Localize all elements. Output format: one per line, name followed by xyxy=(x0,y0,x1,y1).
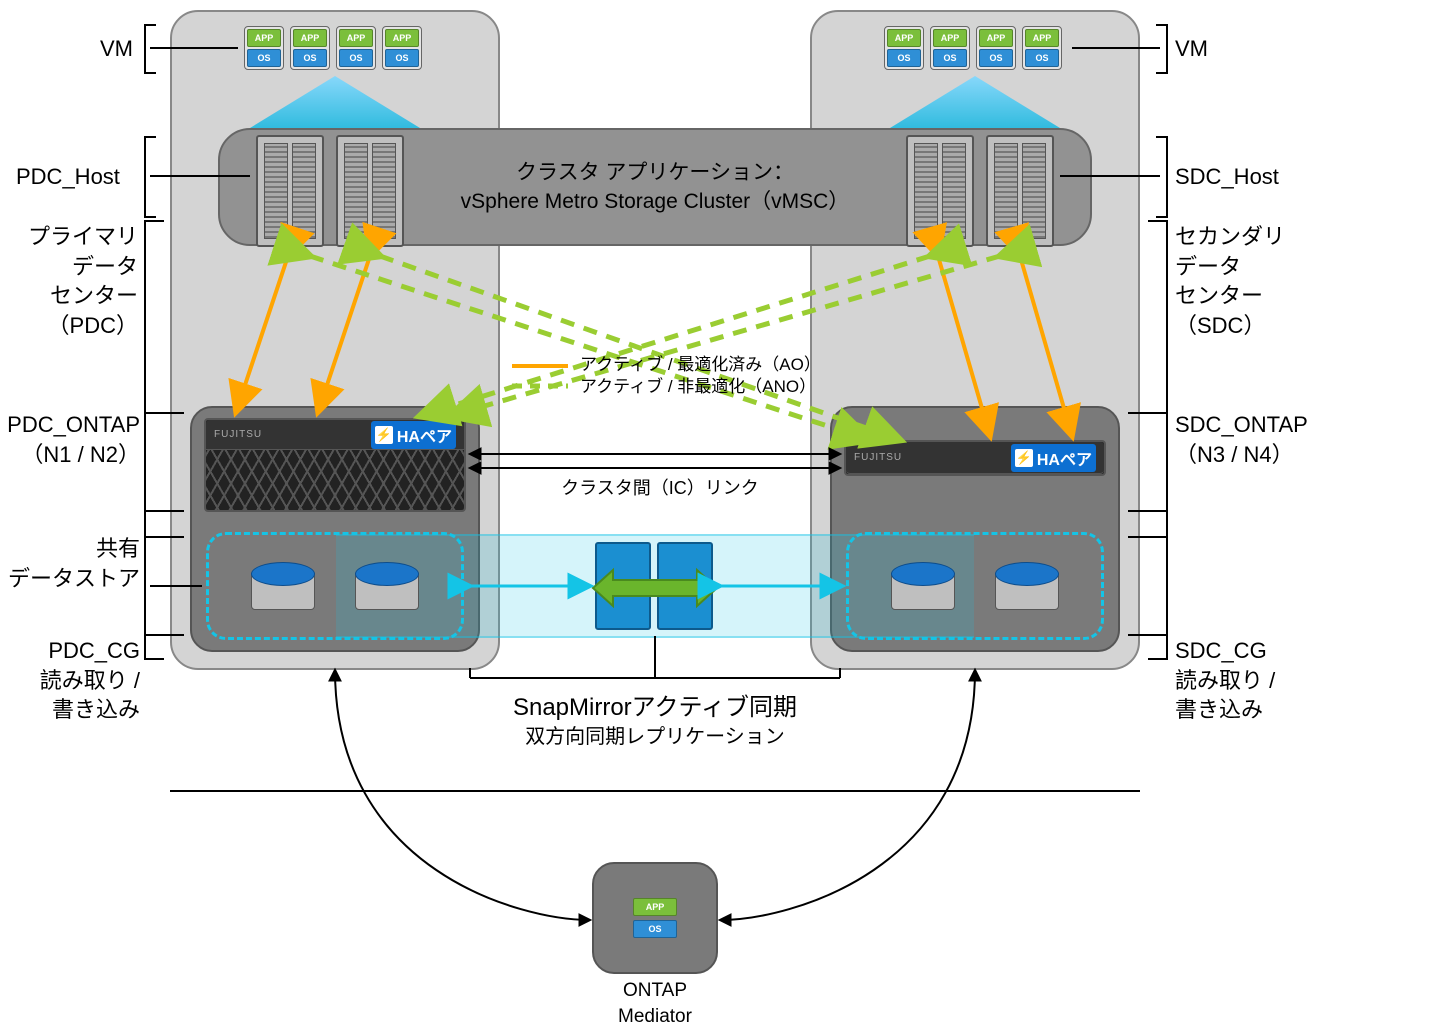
os-chip: OS xyxy=(339,49,373,67)
vm-tile: APP OS xyxy=(976,26,1016,70)
sdc-cg-box xyxy=(846,532,1104,640)
vm-tile: APP OS xyxy=(930,26,970,70)
pdc-vm-row: APP OS APP OS APP OS APP OS xyxy=(244,26,422,70)
ha-pair-text: HAペア xyxy=(1037,446,1092,470)
app-chip: APP xyxy=(1025,29,1059,47)
bracket xyxy=(1128,536,1168,636)
ha-pair-badge: ⚡ HAペア xyxy=(1011,444,1096,472)
bracket xyxy=(144,136,156,218)
vm-tile: APP OS xyxy=(884,26,924,70)
disk-icon xyxy=(995,562,1059,610)
disk-icon xyxy=(251,562,315,610)
app-chip: APP xyxy=(979,29,1013,47)
bracket xyxy=(1128,412,1168,512)
app-chip: APP xyxy=(887,29,921,47)
vm-tile: APP OS xyxy=(382,26,422,70)
os-chip: OS xyxy=(979,49,1013,67)
bracket xyxy=(144,24,156,74)
bracket xyxy=(1156,136,1168,218)
mediator-label: ONTAP Mediator xyxy=(592,978,718,1029)
ontap-brand: FUJITSU xyxy=(854,452,902,463)
vm-tile: APP OS xyxy=(290,26,330,70)
app-chip: APP xyxy=(633,898,677,916)
app-chip: APP xyxy=(385,29,419,47)
disk-icon xyxy=(891,562,955,610)
sdc-server-1 xyxy=(906,135,974,247)
pdc-cg-box xyxy=(206,532,464,640)
ha-pair-badge: ⚡ HAペア xyxy=(371,421,456,449)
vm-tile: APP OS xyxy=(244,26,284,70)
pdc-ontap-label: PDC_ONTAP （N1 / N2） xyxy=(0,410,140,469)
bolt-icon: ⚡ xyxy=(375,426,393,444)
os-chip: OS xyxy=(247,49,281,67)
sdc-label: セカンダリ データ センター （SDC） xyxy=(1175,222,1285,341)
vm-tile: APP OS xyxy=(1022,26,1062,70)
pdc-server-2 xyxy=(336,135,404,247)
disk-icon xyxy=(355,562,419,610)
sdc-ontap-label: SDC_ONTAP （N3 / N4） xyxy=(1175,410,1308,469)
bracket xyxy=(144,536,184,636)
separator-line xyxy=(170,790,1140,792)
diagram-canvas: APP OS APP OS APP OS APP OS APP OS APP OS APP O… xyxy=(0,0,1438,1032)
sdc-server-2 xyxy=(986,135,1054,247)
sdc-host-label: SDC_Host xyxy=(1175,162,1279,192)
ontap-brand: FUJITSU xyxy=(214,429,262,440)
os-chip: OS xyxy=(385,49,419,67)
bracket xyxy=(144,412,184,512)
os-chip: OS xyxy=(293,49,327,67)
legend-ano-text: アクティブ / 非最適化（ANO） xyxy=(580,376,816,399)
cluster-app-text: クラスタ アプリケーション： vSphere Metro Storage Clu… xyxy=(461,158,850,217)
sdc-ontap-box: FUJITSU ⚡ HAペア xyxy=(844,440,1106,476)
os-chip: OS xyxy=(633,920,677,938)
os-chip: OS xyxy=(933,49,967,67)
sdc-cg-label: SDC_CG 読み取り / 書き込み xyxy=(1175,636,1275,725)
vm-left-label: VM xyxy=(100,34,133,64)
pdc-cg-label: PDC_CG 読み取り / 書き込み xyxy=(20,636,140,725)
bolt-icon: ⚡ xyxy=(1015,449,1033,467)
pdc-host-label: PDC_Host xyxy=(16,162,120,192)
bracket xyxy=(1156,24,1168,74)
ha-pair-text: HAペア xyxy=(397,423,452,447)
vm-tile: APP OS xyxy=(336,26,376,70)
legend-lines xyxy=(512,356,572,396)
snapmirror-title: SnapMirrorアクティブ同期 xyxy=(460,692,850,724)
pdc-ontap-box: FUJITSU ⚡ HAペア xyxy=(204,418,466,512)
os-chip: OS xyxy=(1025,49,1059,67)
app-chip: APP xyxy=(339,29,373,47)
os-chip: OS xyxy=(887,49,921,67)
ic-link-label: クラスタ間（IC）リンク xyxy=(560,476,760,500)
sync-arrow-icon xyxy=(585,564,725,612)
app-chip: APP xyxy=(293,29,327,47)
app-chip: APP xyxy=(933,29,967,47)
mediator-box: APP OS xyxy=(592,862,718,974)
app-chip: APP xyxy=(247,29,281,47)
vm-right-label: VM xyxy=(1175,34,1208,64)
shared-ds-label: 共有 データストア xyxy=(0,534,140,593)
pdc-label: プライマリ データ センター （PDC） xyxy=(8,222,138,341)
legend-ao-text: アクティブ / 最適化済み（AO） xyxy=(580,354,821,377)
snapmirror-sub: 双方向同期レプリケーション xyxy=(460,724,850,751)
sdc-vm-row: APP OS APP OS APP OS APP OS xyxy=(884,26,1062,70)
pdc-server-1 xyxy=(256,135,324,247)
